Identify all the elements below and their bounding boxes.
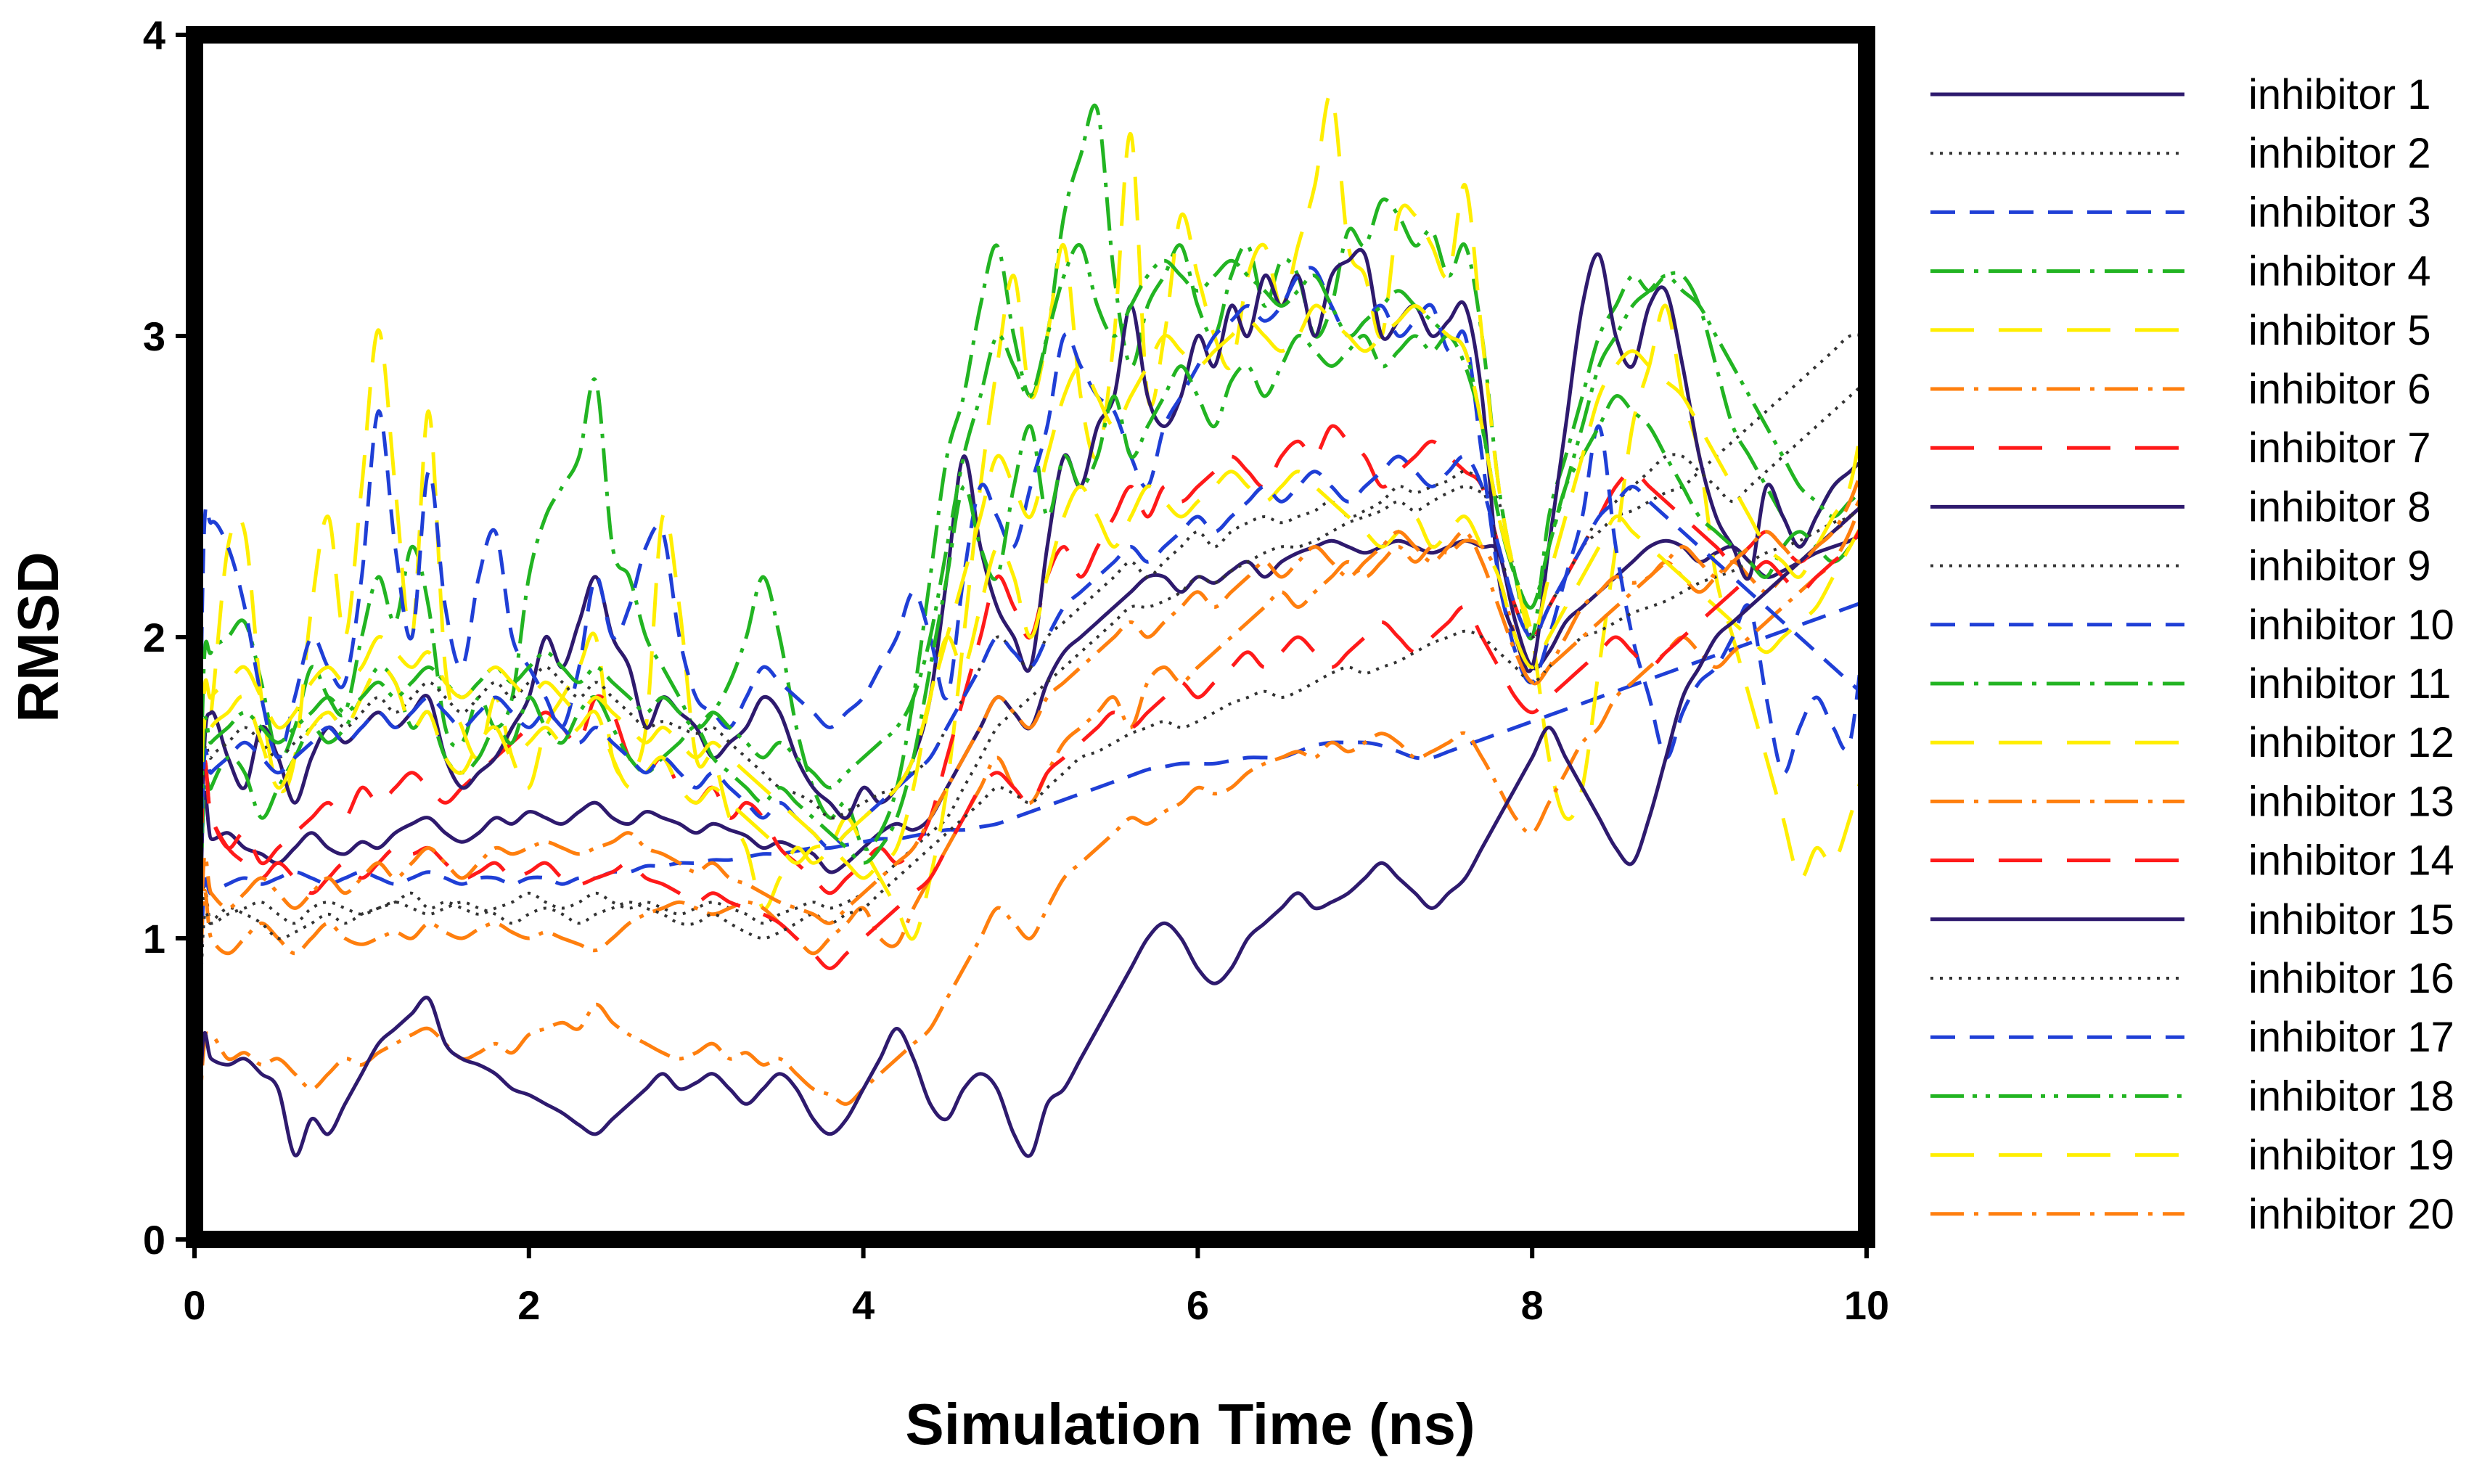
legend-item: inhibitor 19: [1930, 1132, 2454, 1179]
series-line-8: [194, 247, 1867, 1239]
legend-label: inhibitor 7: [2248, 425, 2430, 472]
series-line-4: [194, 103, 1867, 1239]
legend-item: inhibitor 15: [1930, 896, 2454, 943]
legend-item: inhibitor 6: [1930, 366, 2430, 413]
legend-label: inhibitor 8: [2248, 483, 2430, 530]
legend-item: inhibitor 12: [1930, 719, 2454, 766]
legend-item: inhibitor 1: [1930, 71, 2430, 118]
series-line-5: [194, 92, 1867, 1239]
series-line-18: [194, 242, 1867, 1239]
legend-item: inhibitor 11: [1930, 660, 2451, 708]
y-tick-label: 1: [143, 916, 165, 962]
series-layer: [194, 92, 1867, 1239]
legend-label: inhibitor 2: [2248, 130, 2430, 177]
legend: inhibitor 1 inhibitor 2 inhibitor 3 inhibit…: [1930, 71, 2454, 1238]
legend-label: inhibitor 5: [2248, 307, 2430, 354]
legend-item: inhibitor 4: [1930, 248, 2430, 295]
legend-label: inhibitor 12: [2248, 719, 2454, 766]
legend-label: inhibitor 17: [2248, 1014, 2454, 1061]
legend-label: inhibitor 16: [2248, 955, 2454, 1002]
legend-label: inhibitor 3: [2248, 189, 2430, 236]
x-tick-label: 2: [517, 1282, 540, 1328]
legend-item: inhibitor 13: [1930, 778, 2454, 825]
series-line-17: [194, 454, 1867, 1239]
legend-item: inhibitor 7: [1930, 425, 2430, 472]
axis-layer: 0 2 4 6 8 10 0 1 2 3 4: [143, 12, 1889, 1328]
legend-item: inhibitor 14: [1930, 837, 2454, 885]
legend-label: inhibitor 14: [2248, 837, 2454, 885]
legend-item: inhibitor 20: [1930, 1191, 2454, 1238]
legend-label: inhibitor 18: [2248, 1073, 2454, 1120]
series-line-12: [194, 470, 1867, 1239]
x-tick-label: 10: [1844, 1282, 1889, 1328]
legend-label: inhibitor 9: [2248, 543, 2430, 590]
legend-label: inhibitor 4: [2248, 248, 2430, 295]
series-line-20: [194, 456, 1867, 1239]
legend-item: inhibitor 16: [1930, 955, 2454, 1002]
x-tick-label: 0: [183, 1282, 205, 1328]
legend-label: inhibitor 13: [2248, 778, 2454, 825]
legend-item: inhibitor 18: [1930, 1073, 2454, 1120]
y-tick-label: 0: [143, 1217, 165, 1263]
legend-label: inhibitor 1: [2248, 71, 2430, 118]
y-axis-title: RMSD: [6, 552, 70, 723]
y-tick-label: 3: [143, 313, 165, 359]
x-axis-title: Simulation Time (ns): [905, 1392, 1475, 1456]
x-tick-label: 6: [1187, 1282, 1209, 1328]
series-line-15: [194, 500, 1867, 1239]
x-tick-label: 4: [852, 1282, 875, 1328]
legend-label: inhibitor 6: [2248, 366, 2430, 413]
y-tick-label: 4: [143, 12, 165, 58]
legend-label: inhibitor 10: [2248, 602, 2454, 649]
legend-item: inhibitor 3: [1930, 189, 2430, 236]
legend-item: inhibitor 8: [1930, 483, 2430, 530]
x-tick-label: 8: [1521, 1282, 1544, 1328]
legend-label: inhibitor 20: [2248, 1191, 2454, 1238]
legend-label: inhibitor 19: [2248, 1132, 2454, 1179]
legend-item: inhibitor 9: [1930, 543, 2430, 590]
legend-item: inhibitor 5: [1930, 307, 2430, 354]
y-tick-label: 2: [143, 615, 165, 660]
legend-label: inhibitor 15: [2248, 896, 2454, 943]
series-line-19: [194, 303, 1867, 1239]
legend-item: inhibitor 17: [1930, 1014, 2454, 1061]
legend-item: inhibitor 10: [1930, 602, 2454, 649]
series-line-6: [194, 485, 1867, 1239]
legend-item: inhibitor 2: [1930, 130, 2430, 177]
legend-label: inhibitor 11: [2248, 660, 2451, 708]
